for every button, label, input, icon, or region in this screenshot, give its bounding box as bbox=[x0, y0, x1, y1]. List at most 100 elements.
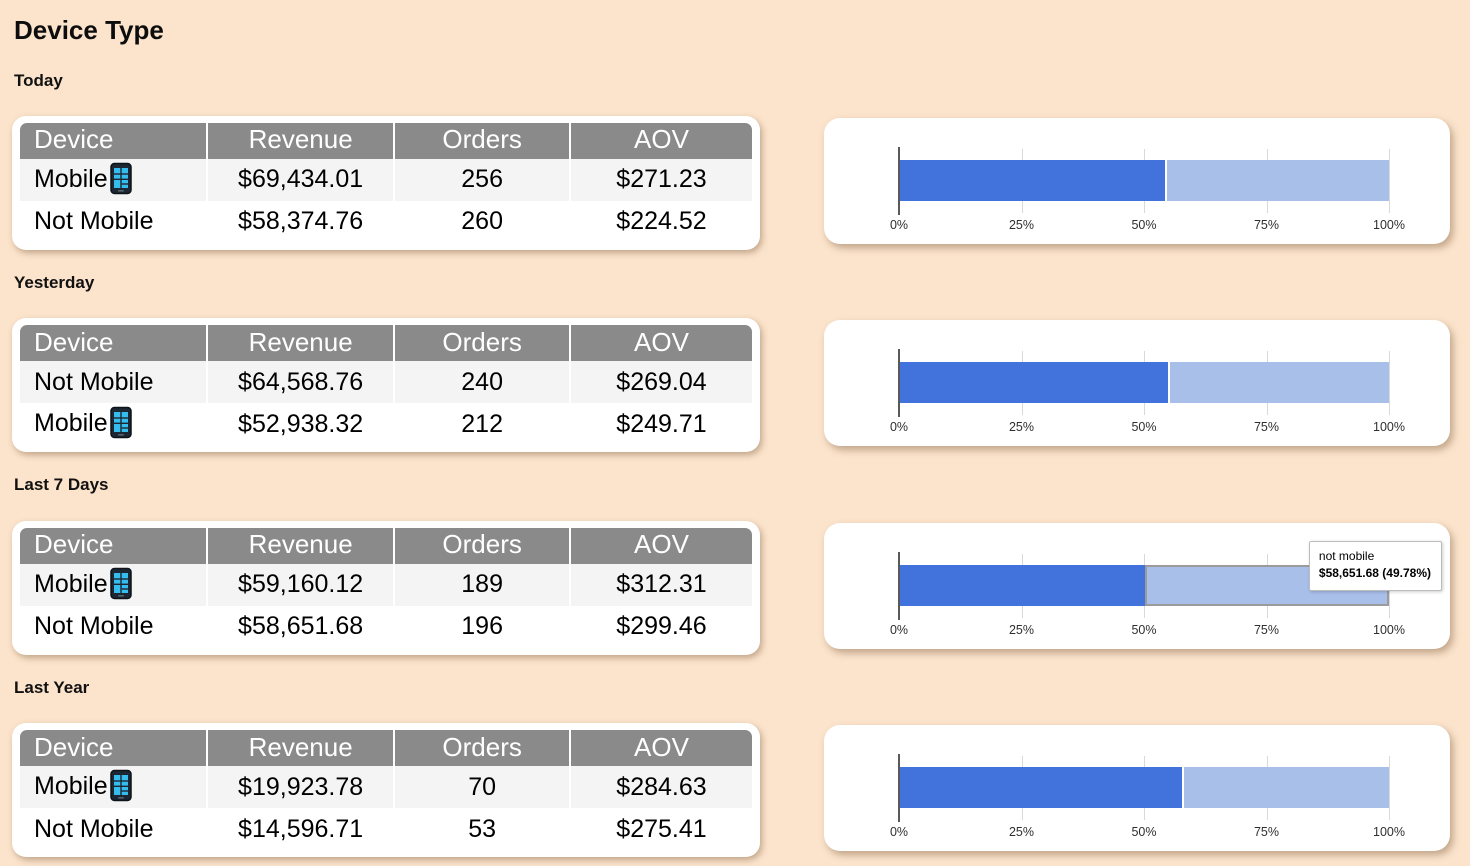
orders-cell: 212 bbox=[393, 403, 569, 446]
mobile-phone-icon bbox=[109, 406, 133, 439]
table-header-row: Device Revenue Orders AOV bbox=[20, 527, 752, 564]
revenue-cell: $58,374.76 bbox=[205, 200, 394, 243]
section-today: Today Device Revenue Orders AOV Mobile $… bbox=[12, 71, 1450, 250]
section-label-yesterday: Yesterday bbox=[14, 272, 95, 292]
axis-tick-label: 100% bbox=[1373, 622, 1405, 637]
aov-cell: $299.46 bbox=[568, 605, 752, 648]
revenue-cell: $64,568.76 bbox=[205, 361, 394, 404]
column-header-device: Device bbox=[20, 730, 206, 767]
bar-segment-mobile[interactable] bbox=[899, 159, 1166, 201]
column-header-device: Device bbox=[20, 122, 206, 159]
device-cell: Mobile bbox=[20, 766, 206, 809]
table-row-not-mobile: Not Mobile $58,651.68 196 $299.46 bbox=[20, 605, 752, 648]
x-axis: 0% 25% 50% 75% 100% bbox=[890, 622, 1405, 639]
column-header-aov: AOV bbox=[568, 527, 752, 564]
revenue-cell: $58,651.68 bbox=[205, 605, 394, 648]
aov-cell: $249.71 bbox=[568, 403, 752, 446]
revenue-share-chart-today: 0% 25% 50% 75% 100% bbox=[824, 117, 1450, 244]
revenue-share-chart-yesterday: 0% 25% 50% 75% 100% bbox=[824, 320, 1450, 447]
table-row-not-mobile: Not Mobile $58,374.76 260 $224.52 bbox=[20, 200, 752, 243]
chart-plot-area bbox=[898, 349, 1390, 418]
aov-cell: $271.23 bbox=[568, 158, 752, 201]
axis-tick-label: 50% bbox=[1131, 622, 1157, 637]
column-header-orders: Orders bbox=[393, 730, 569, 767]
axis-tick-label: 100% bbox=[1373, 217, 1405, 232]
column-header-revenue: Revenue bbox=[205, 730, 394, 767]
bar-segment-not-mobile[interactable] bbox=[1165, 159, 1389, 201]
aov-cell: $269.04 bbox=[568, 361, 752, 404]
section-row: Device Revenue Orders AOV Mobile $59,160… bbox=[12, 520, 1450, 655]
column-header-revenue: Revenue bbox=[205, 325, 394, 362]
page-title: Device Type bbox=[14, 15, 164, 45]
gridline-100 bbox=[1389, 756, 1390, 821]
axis-tick-label: 0% bbox=[889, 217, 909, 232]
table-row-mobile: Mobile $52,938.32 212 $249.71 bbox=[20, 403, 752, 446]
bar-segment-not-mobile[interactable] bbox=[1181, 767, 1389, 809]
axis-tick-label: 75% bbox=[1253, 420, 1280, 435]
section-label-today: Today bbox=[14, 70, 63, 90]
device-cell: Not Mobile bbox=[20, 605, 206, 648]
orders-cell: 53 bbox=[393, 808, 569, 851]
gridline-100 bbox=[1389, 351, 1390, 416]
device-cell: Not Mobile bbox=[20, 808, 206, 851]
device-table: Device Revenue Orders AOV Not Mobile $64… bbox=[20, 325, 752, 446]
device-table: Device Revenue Orders AOV Mobile $69,434… bbox=[20, 122, 752, 243]
section-label-last-7-days: Last 7 Days bbox=[14, 475, 109, 495]
table-header-row: Device Revenue Orders AOV bbox=[20, 122, 752, 159]
axis-tick-label: 75% bbox=[1253, 825, 1280, 840]
table-row-mobile: Mobile $19,923.78 70 $284.63 bbox=[20, 766, 752, 809]
device-cell: Mobile bbox=[20, 158, 206, 201]
column-header-aov: AOV bbox=[568, 730, 752, 767]
device-label: Mobile bbox=[34, 409, 108, 438]
device-label: Mobile bbox=[34, 569, 108, 598]
device-label: Mobile bbox=[34, 772, 108, 801]
revenue-cell: $59,160.12 bbox=[205, 563, 394, 606]
column-header-aov: AOV bbox=[568, 325, 752, 362]
column-header-device: Device bbox=[20, 325, 206, 362]
device-table-card: Device Revenue Orders AOV Not Mobile $64… bbox=[12, 318, 760, 453]
orders-cell: 189 bbox=[393, 563, 569, 606]
stacked-bar bbox=[899, 159, 1389, 201]
bar-segment-mobile[interactable] bbox=[899, 564, 1146, 606]
aov-cell: $224.52 bbox=[568, 200, 752, 243]
axis-baseline bbox=[898, 146, 900, 215]
axis-tick-label: 75% bbox=[1253, 217, 1280, 232]
axis-tick-label: 25% bbox=[1008, 420, 1035, 435]
axis-tick-label: 0% bbox=[889, 825, 909, 840]
revenue-cell: $19,923.78 bbox=[205, 766, 394, 809]
mobile-phone-icon bbox=[109, 769, 133, 802]
axis-tick-label: 25% bbox=[1008, 622, 1035, 637]
table-row-not-mobile: Not Mobile $14,596.71 53 $275.41 bbox=[20, 808, 752, 851]
bar-segment-mobile[interactable] bbox=[899, 767, 1182, 809]
column-header-device: Device bbox=[20, 527, 206, 564]
revenue-share-chart-last-year: 0% 25% 50% 75% 100% bbox=[824, 725, 1450, 852]
section-last-7-days: Last 7 Days Device Revenue Orders AOV Mo… bbox=[12, 475, 1450, 655]
chart-plot-area bbox=[898, 146, 1390, 215]
chart-plot-area bbox=[898, 754, 1390, 823]
section-last-year: Last Year Device Revenue Orders AOV Mobi… bbox=[12, 678, 1450, 858]
device-table-card: Device Revenue Orders AOV Mobile $59,160… bbox=[12, 520, 760, 655]
axis-tick-label: 50% bbox=[1131, 825, 1157, 840]
mobile-phone-icon bbox=[109, 162, 133, 195]
section-row: Device Revenue Orders AOV Mobile $69,434… bbox=[12, 115, 1450, 250]
axis-tick-label: 25% bbox=[1008, 217, 1035, 232]
device-table-card: Device Revenue Orders AOV Mobile $69,434… bbox=[12, 115, 760, 250]
orders-cell: 256 bbox=[393, 158, 569, 201]
aov-cell: $312.31 bbox=[568, 563, 752, 606]
stacked-bar bbox=[899, 362, 1389, 404]
axis-tick-label: 50% bbox=[1131, 217, 1157, 232]
axis-baseline bbox=[898, 754, 900, 823]
gridline-100 bbox=[1389, 148, 1390, 213]
column-header-revenue: Revenue bbox=[205, 527, 394, 564]
bar-segment-mobile[interactable] bbox=[1168, 362, 1389, 404]
column-header-orders: Orders bbox=[393, 122, 569, 159]
x-axis: 0% 25% 50% 75% 100% bbox=[890, 217, 1405, 234]
bar-segment-not-mobile[interactable] bbox=[899, 362, 1169, 404]
axis-tick-label: 100% bbox=[1373, 420, 1405, 435]
x-axis: 0% 25% 50% 75% 100% bbox=[890, 420, 1405, 436]
axis-baseline bbox=[898, 349, 900, 418]
axis-tick-label: 75% bbox=[1253, 622, 1280, 637]
tooltip-series-label: not mobile bbox=[1318, 548, 1375, 563]
orders-cell: 70 bbox=[393, 766, 569, 809]
axis-tick-label: 50% bbox=[1131, 420, 1157, 435]
